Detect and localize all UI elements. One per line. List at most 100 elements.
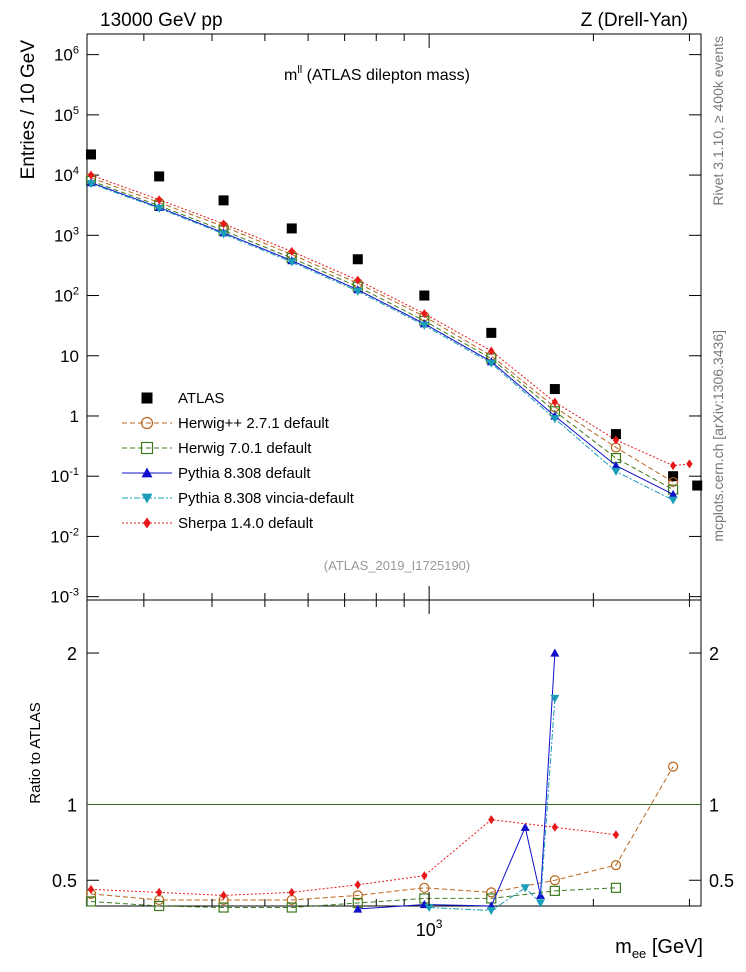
legend-marker: [140, 441, 154, 455]
data-point-4: [611, 467, 621, 476]
data-point-3: [611, 461, 621, 470]
legend-marker: [143, 517, 151, 529]
main-y-tick-label: 103: [54, 225, 79, 245]
main-y-tick-label: 106: [54, 45, 79, 65]
header-right: Z (Drell-Yan): [581, 10, 688, 31]
ratio-point-4: [220, 890, 227, 900]
data-point-5: [87, 170, 95, 180]
series-line-4: [90, 183, 674, 501]
legend-marker: [141, 493, 153, 504]
data-point-0: [419, 290, 430, 301]
ratio-point-1: [154, 900, 165, 912]
ratio-line-1: [90, 887, 616, 909]
data-point-5: [612, 435, 620, 445]
data-point-3: [668, 489, 678, 498]
data-point-5: [288, 246, 295, 256]
x-axis-label: mee [GeV]: [615, 936, 703, 961]
ratio-point-0: [486, 887, 497, 898]
rivet-label: Rivet 3.1.10, ≥ 400k events: [710, 36, 726, 206]
main-y-tick-label: 102: [54, 286, 79, 306]
legend: ATLAS Herwig++ 2.7.1 default Herwig 7.0.1 …: [122, 390, 355, 532]
x-tick-label: 103: [416, 917, 443, 940]
ratio-point-4: [155, 887, 163, 897]
data-point-1: [667, 476, 679, 488]
ratio-point-3: [486, 906, 496, 916]
ratio-point-4: [612, 830, 620, 840]
legend-marker: [141, 392, 153, 404]
legend-label: Herwig 7.0.1 default: [178, 440, 312, 457]
ratio-point-1: [85, 896, 97, 907]
data-point-0: [218, 195, 229, 206]
ratio-point-1: [610, 882, 622, 893]
ratio-line-0: [90, 766, 674, 901]
main-y-label: Entries / 10 GeV: [18, 40, 39, 180]
ratio-point-4: [87, 884, 95, 894]
data-point-5: [686, 459, 693, 469]
ratio-point-0: [549, 875, 560, 886]
ratio-y-tick-label: 0.5: [52, 871, 77, 891]
main-title-rest: (ATLAS dilepton mass): [302, 67, 470, 84]
ratio-point-3: [535, 899, 545, 908]
ratio-point-0: [667, 761, 679, 772]
ratio-point-1: [549, 885, 560, 896]
ratio-y-axis: 0.5 0.5 1 1 2 2: [52, 644, 734, 891]
ratio-y-tick-label-right: 0.5: [709, 871, 734, 891]
ratio-line-2: [357, 652, 556, 910]
x-label-subscript: ee: [632, 946, 646, 961]
ratio-point-4: [488, 815, 495, 825]
ratio-line-4: [90, 819, 617, 896]
ratio-y-tick-label: 2: [67, 644, 77, 664]
ratio-point-0: [352, 890, 363, 901]
x-label-unit: [GeV]: [646, 936, 703, 958]
ratio-line-3: [429, 698, 556, 912]
data-point-0: [549, 384, 560, 395]
legend-label: ATLAS: [178, 390, 224, 407]
data-point-5: [551, 397, 559, 407]
ratio-series-marks: [85, 648, 701, 916]
ratio-point-4: [421, 871, 428, 881]
data-point-4: [219, 230, 229, 239]
data-point-4: [668, 496, 678, 505]
main-title-superscript: ll: [297, 64, 302, 76]
ratio-point-3: [520, 884, 530, 893]
ratio-y-tick-label-right: 1: [709, 796, 719, 816]
ratio-point-4: [551, 822, 559, 832]
ratio-point-3: [424, 903, 434, 913]
header-left: 13000 GeV pp: [100, 10, 223, 31]
data-point-5: [488, 346, 495, 356]
ratio-panel-frame: [86, 599, 702, 907]
data-point-4: [486, 359, 496, 368]
data-point-0: [610, 429, 621, 440]
data-point-0: [668, 471, 679, 482]
data-point-4: [550, 415, 560, 424]
ratio-point-0: [610, 859, 622, 871]
main-title: mll (ATLAS dilepton mass): [284, 64, 470, 84]
main-y-tick-label: 105: [54, 105, 79, 125]
main-y-tick-label: 104: [54, 165, 79, 185]
data-point-4: [419, 321, 429, 330]
x-label-m: m: [615, 936, 632, 958]
legend-label: Pythia 8.308 vincia-default: [178, 490, 355, 507]
data-point-5: [421, 309, 428, 319]
data-point-5: [669, 461, 677, 471]
data-point-4: [86, 180, 96, 189]
main-y-tick-label: 10-3: [50, 587, 79, 607]
main-y-tick-label: 10: [60, 347, 79, 366]
ratio-y-tick-label-right: 2: [709, 644, 719, 664]
main-y-tick-label: 10-2: [50, 526, 79, 546]
data-point-0: [692, 480, 703, 491]
ratio-point-4: [288, 887, 295, 897]
main-y-tick-label: 10-1: [50, 466, 79, 486]
data-point-5: [155, 195, 163, 205]
series-line-1: [90, 177, 674, 483]
legend-label: Pythia 8.308 default: [178, 465, 311, 482]
main-series-marks: [85, 149, 703, 505]
legend-label: Sherpa 1.4.0 default: [178, 515, 314, 532]
data-point-0: [85, 149, 96, 160]
ratio-point-1: [218, 902, 229, 913]
legend-label: Herwig++ 2.7.1 default: [178, 415, 330, 432]
data-point-4: [353, 287, 363, 296]
ratio-point-2: [353, 904, 363, 913]
series-line-2: [90, 180, 674, 491]
